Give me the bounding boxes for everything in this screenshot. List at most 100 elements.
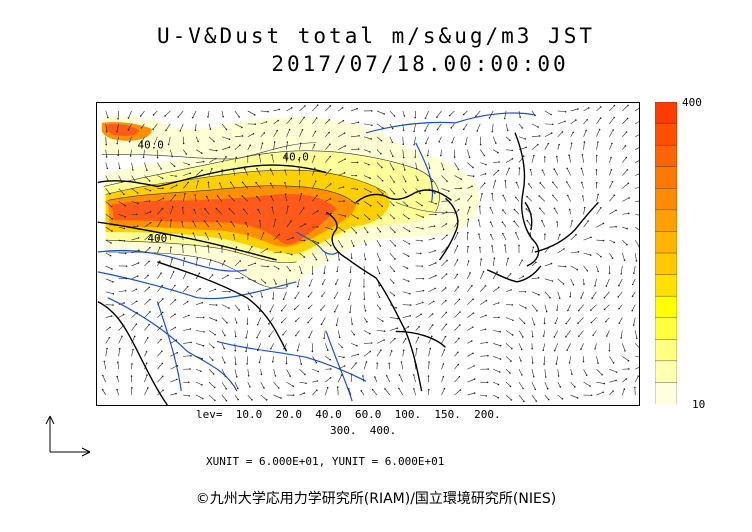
wind-arrow [505, 369, 511, 374]
wind-arrow [454, 209, 459, 215]
wind-arrow [196, 330, 205, 333]
wind-arrow-head [269, 168, 272, 170]
wind-arrow-head [200, 152, 203, 154]
wind-arrow-head [381, 205, 384, 208]
wind-arrow [170, 247, 172, 254]
wind-arrow [566, 181, 571, 189]
wind-arrow-head [608, 272, 611, 274]
wind-arrow [196, 343, 204, 346]
wind-arrow-head [553, 349, 556, 352]
wind-arrow-head [409, 304, 412, 306]
wind-arrow [581, 182, 584, 189]
wind-arrow [144, 311, 151, 318]
wind-arrow-head [448, 114, 451, 117]
wind-arrow-head [379, 308, 382, 310]
wind-arrow [105, 175, 109, 181]
wind-arrow-head [498, 371, 501, 373]
wind-arrow-head [207, 181, 210, 184]
wind-arrow-head [175, 339, 178, 341]
wind-arrow-head [175, 392, 177, 395]
wind-arrow-head [434, 249, 436, 252]
wind-arrow-head [404, 180, 407, 183]
wind-arrow-head [218, 182, 221, 184]
wind-arrow [544, 132, 552, 138]
wind-arrow [360, 390, 365, 396]
wind-arrow-head [408, 217, 410, 220]
wind-arrow-head [289, 375, 292, 377]
wind-arrow-head [267, 265, 269, 268]
wind-arrow [131, 312, 138, 318]
wind-arrow-head [369, 177, 371, 179]
wind-arrow-head [590, 236, 592, 239]
wind-arrow [247, 262, 256, 267]
wind-arrow [567, 304, 571, 311]
wind-arrow [299, 143, 302, 150]
wind-arrow-head [435, 213, 437, 216]
wind-arrow [256, 196, 261, 202]
wind-arrow [234, 369, 238, 377]
wind-arrow [105, 226, 113, 232]
wind-arrow [441, 188, 449, 192]
wind-arrow [299, 392, 305, 396]
wind-arrow-head [473, 365, 475, 367]
wind-arrow [323, 330, 326, 339]
wind-arrow [618, 317, 623, 324]
wind-arrow [157, 339, 162, 344]
wind-arrow [363, 214, 370, 220]
wind-arrow [272, 291, 274, 299]
wind-arrow [260, 110, 268, 112]
wind-arrow-head [484, 173, 487, 175]
wind-arrow [557, 144, 560, 150]
wind-arrow [337, 252, 340, 260]
wind-arrow [234, 356, 237, 365]
wind-arrow-head [597, 141, 599, 143]
wind-arrow-head [524, 138, 527, 140]
wind-arrow-head [135, 288, 138, 291]
wind-arrow-head [602, 222, 605, 225]
wind-arrow-head [523, 322, 526, 325]
wind-arrow [398, 388, 404, 396]
wind-arrow-head [234, 363, 237, 365]
wind-arrow-head [497, 302, 500, 304]
wind-arrow-head [512, 319, 514, 322]
wind-arrow-head [152, 128, 154, 131]
wind-arrow-head [566, 349, 568, 351]
wind-arrow-head [589, 385, 591, 387]
wind-arrow [260, 121, 267, 125]
wind-arrow [467, 352, 474, 357]
wind-arrow [622, 157, 627, 163]
wind-arrow-head [590, 309, 592, 311]
wind-arrow-head [537, 126, 539, 128]
wind-arrow-head [489, 221, 492, 224]
wind-arrow-head [470, 340, 473, 342]
wind-arrow-head [378, 296, 381, 298]
wind-arrow [609, 117, 615, 125]
wind-arrow-head [204, 208, 206, 210]
wind-arrow-head [431, 324, 434, 326]
wind-arrow-head [542, 335, 545, 337]
wind-arrow [363, 162, 370, 165]
wind-arrow-head [120, 181, 123, 183]
copyright-footer: ©九州大学応用力学研究所(RIAM)/国立環境研究所(NIES) [195, 491, 557, 507]
wind-arrow-head [485, 299, 488, 302]
wind-arrow [441, 235, 448, 241]
wind-arrow [309, 278, 313, 286]
wind-arrow [273, 381, 280, 389]
wind-arrow [505, 123, 508, 131]
wind-arrow [622, 213, 629, 215]
wind-arrow [504, 110, 507, 119]
wind-arrow-head [413, 388, 415, 390]
wind-arrow-head [504, 179, 507, 182]
wind-arrow [570, 381, 576, 388]
wind-arrow-head [506, 129, 509, 132]
wind-arrow-head [488, 117, 491, 119]
wind-arrow-head [228, 208, 231, 210]
wind-arrow-head [270, 347, 272, 350]
wind-arrow-head [538, 135, 541, 137]
legend-swatch [655, 252, 677, 276]
wind-arrow-head [558, 143, 560, 146]
wind-arrow [208, 330, 216, 335]
wind-arrow [389, 136, 393, 143]
wind-arrow [437, 123, 442, 130]
wind-arrow [273, 369, 276, 376]
